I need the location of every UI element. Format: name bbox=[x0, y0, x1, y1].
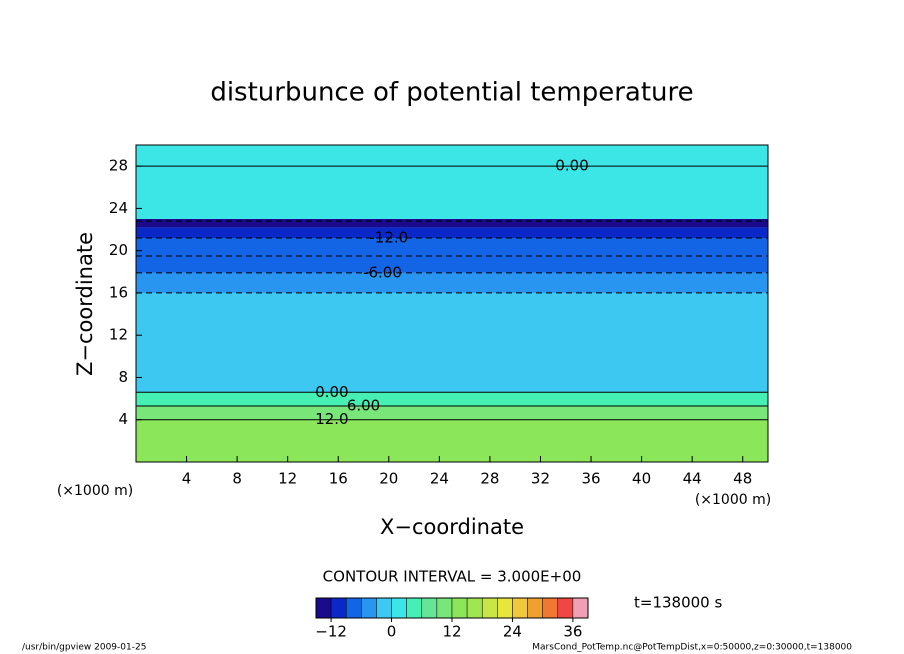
footer-left: /usr/bin/gpview 2009-01-25 bbox=[22, 643, 146, 653]
contour-label: 0.00 bbox=[555, 157, 588, 175]
y-tick-label: 4 bbox=[118, 410, 128, 428]
colorbar-cell bbox=[330, 597, 347, 619]
y-axis-label: Z−coordinate bbox=[73, 232, 97, 376]
y-tick-label: 20 bbox=[109, 241, 128, 259]
colorbar-cell bbox=[361, 597, 377, 619]
contour-label: 6.00 bbox=[347, 396, 380, 414]
y-tick-label: 28 bbox=[109, 157, 128, 175]
x-tick-label: 32 bbox=[531, 470, 550, 488]
contour-label: -6.00 bbox=[363, 263, 402, 281]
field-band bbox=[136, 419, 768, 462]
field-band bbox=[136, 218, 768, 228]
colorbar-tick-label: 24 bbox=[503, 623, 522, 641]
colorbar-tick-label: −12 bbox=[315, 623, 347, 641]
y-tick-label: 8 bbox=[118, 368, 128, 386]
field-band bbox=[136, 272, 768, 293]
colorbar-cell bbox=[376, 597, 392, 619]
field-band bbox=[136, 237, 768, 273]
x-tick-label: 20 bbox=[379, 470, 398, 488]
colorbar-cell bbox=[406, 597, 423, 619]
footer-right: MarsCond_PotTemp.nc@PotTempDist,x=0:5000… bbox=[532, 643, 852, 653]
x-unit: (×1000 m) bbox=[695, 492, 771, 508]
contour-label: 0.00 bbox=[315, 383, 348, 401]
y-tick-label: 16 bbox=[109, 283, 128, 301]
contour-interval: CONTOUR INTERVAL = 3.000E+00 bbox=[323, 568, 582, 586]
x-tick-label: 4 bbox=[182, 470, 192, 488]
y-tick-label: 12 bbox=[109, 326, 128, 344]
field-band bbox=[136, 292, 768, 393]
colorbar-cell bbox=[451, 597, 468, 619]
chart-title: disturbunce of potential temperature bbox=[210, 78, 693, 108]
x-tick-label: 16 bbox=[329, 470, 348, 488]
colorbar-cell bbox=[497, 597, 513, 619]
x-tick-label: 24 bbox=[430, 470, 449, 488]
plot-frame bbox=[135, 144, 769, 463]
y-tick-label: 24 bbox=[109, 199, 128, 217]
x-tick-label: 48 bbox=[733, 470, 752, 488]
x-tick-label: 12 bbox=[278, 470, 297, 488]
colorbar-cell bbox=[527, 597, 543, 619]
colorbar-tick-label: 12 bbox=[442, 623, 461, 641]
x-tick-label: 36 bbox=[581, 470, 600, 488]
colorbar-cell bbox=[542, 597, 559, 619]
x-tick-label: 8 bbox=[232, 470, 242, 488]
colorbar-tick-label: 36 bbox=[563, 623, 582, 641]
colorbar-cell bbox=[572, 597, 589, 619]
contour-label: -12.0 bbox=[369, 228, 408, 246]
colorbar-cell bbox=[345, 597, 362, 619]
colorbar-cell bbox=[421, 597, 438, 619]
field-band bbox=[136, 227, 768, 238]
colorbar-cell bbox=[315, 597, 332, 619]
contour-label: 12.0 bbox=[315, 410, 348, 428]
colorbar-cell bbox=[557, 597, 574, 619]
colorbar-tick-label: 0 bbox=[387, 623, 397, 641]
y-unit: (×1000 m) bbox=[57, 483, 133, 499]
time-label: t=138000 s bbox=[634, 594, 722, 612]
x-axis-label: X−coordinate bbox=[380, 515, 524, 539]
x-tick-label: 44 bbox=[683, 470, 702, 488]
field-band bbox=[136, 392, 768, 406]
colorbar-cell bbox=[391, 597, 407, 619]
colorbar-cell bbox=[436, 597, 453, 619]
field-band bbox=[136, 145, 768, 219]
x-tick-label: 28 bbox=[480, 470, 499, 488]
colorbar-cell bbox=[466, 597, 483, 619]
x-tick-label: 40 bbox=[632, 470, 651, 488]
field-band bbox=[136, 405, 768, 420]
colorbar-cell bbox=[512, 597, 528, 619]
colorbar-cell bbox=[481, 597, 498, 619]
